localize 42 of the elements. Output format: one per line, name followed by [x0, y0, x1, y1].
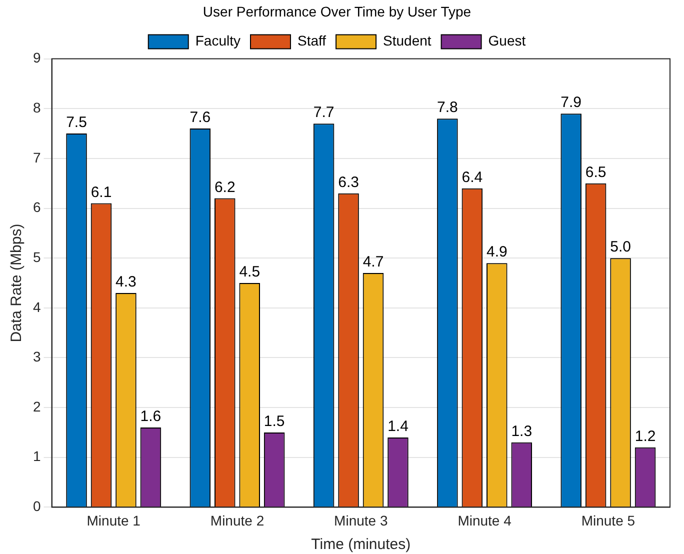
- data-label: 6.5: [585, 164, 606, 181]
- chart-title: User Performance Over Time by User Type: [202, 3, 472, 20]
- y-tick-label: 3: [32, 348, 41, 365]
- y-axis-title: Data Rate (Mbps): [8, 224, 26, 342]
- data-label: 7.6: [190, 109, 211, 126]
- x-tick-label: Minute 3: [334, 512, 388, 528]
- x-tick-label: Minute 5: [581, 512, 636, 528]
- data-label: 1.3: [511, 423, 532, 440]
- data-label: 6.3: [338, 174, 359, 191]
- data-label: 1.4: [388, 418, 408, 436]
- data-label: 4.9: [486, 244, 508, 261]
- data-label: 4.5: [239, 264, 260, 281]
- y-tick-label: 5: [32, 248, 41, 265]
- data-label: 6.2: [214, 178, 236, 196]
- y-tick-label: 6: [32, 199, 41, 216]
- data-label: 4.7: [362, 254, 384, 271]
- data-label: 4.3: [116, 274, 136, 291]
- x-tick-label: Minute 4: [458, 512, 512, 528]
- legend-label: Guest: [488, 32, 526, 49]
- data-label: 1.2: [634, 428, 656, 446]
- x-tick-label: Minute 2: [210, 512, 264, 528]
- data-label: 6.1: [90, 184, 112, 201]
- data-label: 7.9: [560, 94, 582, 112]
- y-tick-label: 8: [32, 99, 41, 116]
- y-tick-label: 2: [32, 398, 41, 414]
- y-tick-label: 4: [32, 298, 41, 315]
- data-label: 7.7: [313, 104, 334, 122]
- legend-label: Student: [383, 32, 432, 49]
- data-label: 1.5: [264, 413, 285, 430]
- y-tick-label: 1: [32, 448, 41, 464]
- legend-label: Staff: [297, 32, 326, 49]
- x-tick-label: Minute 1: [86, 512, 141, 528]
- data-label: 7.8: [437, 99, 458, 116]
- data-label: 6.4: [462, 168, 483, 186]
- data-label: 1.6: [140, 408, 162, 426]
- x-axis-title: Time (minutes): [311, 536, 411, 554]
- data-label: 7.5: [66, 114, 87, 132]
- data-label: 5.0: [610, 238, 631, 256]
- y-tick-label: 9: [32, 50, 41, 66]
- y-tick-label: 0: [32, 498, 41, 514]
- legend-label: Faculty: [195, 32, 240, 49]
- y-tick-label: 7: [32, 149, 41, 166]
